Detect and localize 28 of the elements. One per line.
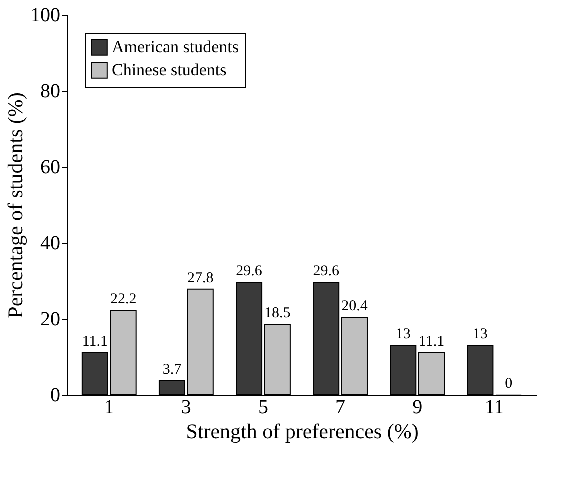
data-label: 22.2 xyxy=(110,292,137,308)
y-tick-label: 40 xyxy=(40,232,60,254)
data-label: 3.7 xyxy=(162,362,182,378)
x-tick-label: 1 xyxy=(104,396,114,418)
x-tick-label: 11 xyxy=(484,396,504,418)
data-label: 20.4 xyxy=(342,298,368,314)
data-label: 0 xyxy=(505,376,513,392)
data-label: 13 xyxy=(472,326,488,343)
legend-label: Chinese students xyxy=(112,60,227,80)
x-tick-label: 7 xyxy=(336,396,346,418)
y-tick-label: 100 xyxy=(30,4,60,26)
y-axis-title: Percentage of students (%) xyxy=(4,92,28,318)
data-label: 11.1 xyxy=(418,334,445,350)
y-tick-label: 80 xyxy=(40,80,60,102)
data-label: 27.8 xyxy=(187,270,214,286)
data-label: 13 xyxy=(396,326,411,343)
data-label: 29.6 xyxy=(313,264,340,280)
data-label: 18.5 xyxy=(264,306,291,322)
legend-label: American students xyxy=(112,38,239,56)
x-tick-label: 3 xyxy=(181,396,192,418)
x-axis-title: Strength of preferences (%) xyxy=(186,420,419,444)
data-label: 29.6 xyxy=(236,264,263,280)
x-tick-label: 5 xyxy=(258,396,268,418)
y-tick-label: 60 xyxy=(40,156,60,178)
y-tick-label: 0 xyxy=(50,384,60,406)
data-label: 11.1 xyxy=(82,334,108,350)
y-tick-label: 20 xyxy=(40,308,60,330)
x-tick-label: 9 xyxy=(412,396,423,418)
